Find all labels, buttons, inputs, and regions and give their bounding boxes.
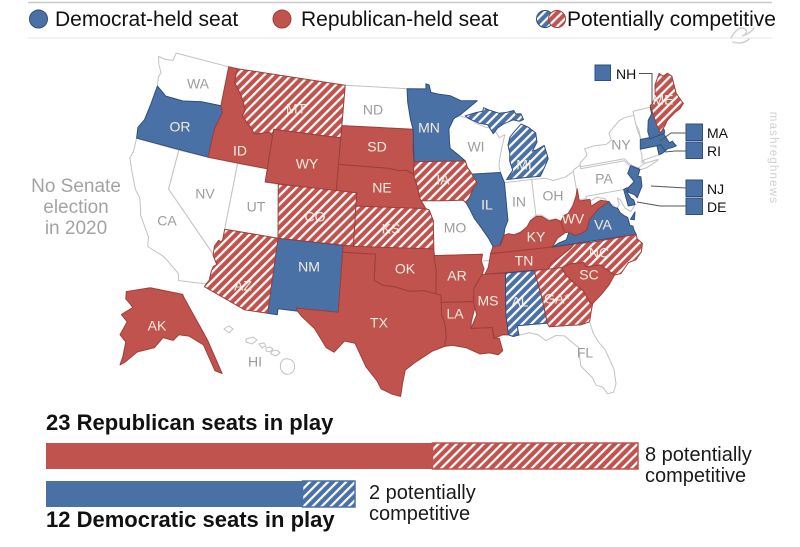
svg-text:MI: MI — [516, 157, 532, 173]
svg-text:23 Republican seats in play: 23 Republican seats in play — [46, 410, 334, 435]
svg-text:AR: AR — [447, 268, 466, 284]
svg-text:KY: KY — [527, 229, 546, 245]
svg-text:IN: IN — [512, 194, 526, 210]
svg-text:UT: UT — [247, 199, 266, 215]
svg-text:MA: MA — [707, 125, 729, 141]
svg-text:AK: AK — [148, 318, 167, 334]
svg-text:competitive: competitive — [369, 503, 470, 525]
svg-text:TN: TN — [515, 253, 534, 269]
svg-text:mashreghnews: mashreghnews — [767, 112, 779, 204]
svg-text:SD: SD — [367, 139, 386, 155]
svg-text:HI: HI — [248, 354, 262, 370]
svg-text:MN: MN — [418, 120, 440, 136]
svg-text:NV: NV — [195, 186, 215, 202]
svg-text:AZ: AZ — [234, 278, 252, 294]
svg-text:AL: AL — [511, 294, 528, 310]
svg-text:NH: NH — [616, 66, 636, 82]
svg-text:8 potentially: 8 potentially — [645, 444, 752, 466]
svg-text:Republican-held seat: Republican-held seat — [301, 8, 498, 31]
svg-text:NY: NY — [611, 137, 631, 153]
svg-text:NM: NM — [298, 259, 320, 275]
svg-text:NC: NC — [589, 245, 609, 261]
svg-text:Potentially competitive: Potentially competitive — [567, 8, 776, 31]
svg-text:Democrat-held seat: Democrat-held seat — [55, 8, 238, 31]
svg-text:IA: IA — [436, 172, 450, 188]
svg-text:RI: RI — [707, 143, 721, 159]
svg-text:SC: SC — [579, 267, 598, 283]
svg-text:2 potentially: 2 potentially — [369, 482, 476, 504]
svg-text:ND: ND — [363, 102, 383, 118]
svg-text:TX: TX — [370, 315, 389, 331]
svg-text:OK: OK — [395, 261, 416, 277]
svg-text:PA: PA — [595, 171, 613, 187]
svg-text:WY: WY — [296, 156, 319, 172]
svg-text:MT: MT — [286, 101, 307, 117]
svg-text:election: election — [43, 197, 109, 218]
svg-text:FL: FL — [577, 345, 594, 361]
svg-text:WV: WV — [562, 211, 585, 227]
svg-text:GA*: GA* — [544, 291, 570, 307]
svg-text:IL: IL — [481, 197, 493, 213]
svg-text:DE: DE — [707, 199, 726, 215]
svg-text:WI: WI — [467, 139, 484, 155]
svg-text:OR: OR — [170, 119, 191, 135]
svg-text:CA: CA — [157, 213, 177, 229]
svg-text:MS: MS — [478, 293, 499, 309]
svg-text:OH: OH — [543, 188, 564, 204]
svg-text:12 Democratic seats in play: 12 Democratic seats in play — [46, 507, 335, 532]
svg-text:ME: ME — [653, 92, 674, 108]
svg-text:CO: CO — [305, 209, 326, 225]
svg-text:No Senate: No Senate — [31, 176, 121, 197]
svg-text:LA: LA — [446, 306, 464, 322]
svg-text:NJ: NJ — [707, 181, 724, 197]
svg-text:KS: KS — [382, 221, 401, 237]
svg-text:competitive: competitive — [645, 465, 746, 487]
svg-text:VA: VA — [594, 217, 612, 233]
svg-text:NE: NE — [372, 180, 391, 196]
svg-text:in 2020: in 2020 — [45, 218, 107, 239]
svg-text:ID: ID — [233, 143, 247, 159]
svg-text:MO: MO — [444, 220, 467, 236]
svg-text:WA: WA — [187, 76, 210, 92]
